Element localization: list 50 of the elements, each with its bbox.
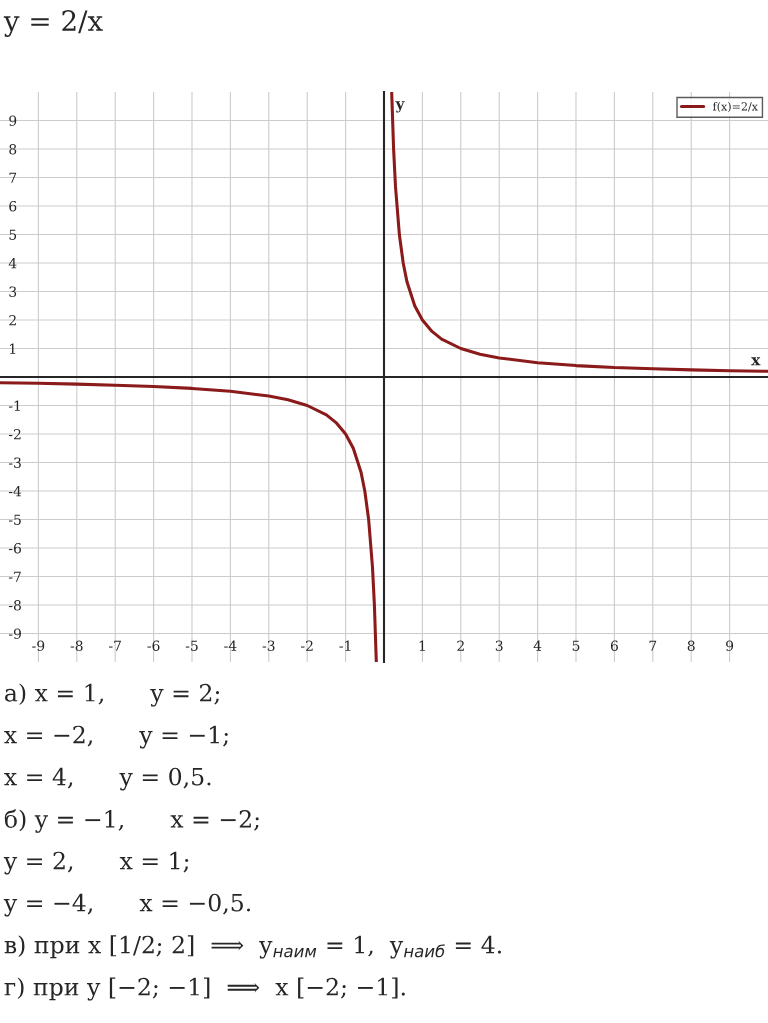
x-tick-label: 8 [687,640,695,651]
x-tick-label: -4 [224,640,237,651]
line-series [0,381,378,662]
x-tick-label: 1 [419,640,425,651]
text: y = −4, x = −0,5. [3,893,251,917]
text: г) при y [−2; −1] ⟹ x [−2; −1]. [4,977,405,1001]
x-tick-label: -1 [339,640,351,651]
y-tick-label: -2 [8,428,21,440]
x-tick-label: -2 [301,640,313,651]
x-axis-title: x [751,357,761,366]
text: в) при x [1/2; 2] ⟹ y$_{наим}$ = 1, y$_{наиб}$ = 4. [4,935,501,959]
y-tick-label: 6 [9,200,17,212]
y-tick-label: -4 [8,485,22,497]
text: y = 2, x = 1; [3,851,189,875]
y-tick-label: 5 [9,229,17,240]
y-tick-label: -8 [8,599,21,611]
x-tick-label: 2 [457,640,464,651]
x-tick-label: 3 [495,640,503,651]
text: б) y = −1, x = −2; [4,809,259,833]
y-tick-label: 3 [9,286,17,297]
text: а) x = 1, y = 2; [5,683,220,707]
legend-label: f(x)=2/x [712,102,758,113]
y-tick-label: -6 [8,542,21,554]
x-tick-label: -3 [262,640,275,651]
y-tick-label: 9 [9,115,17,126]
chart-title: y = 2/x [3,10,103,37]
y-tick-label: -9 [8,628,21,639]
x-tick-label: 5 [572,640,580,651]
y-tick-label: 2 [9,314,16,326]
text: x = 4, y = 0,5. [4,767,211,791]
x-tick-label: -9 [32,640,45,651]
y-tick-label: -1 [8,400,20,411]
y-tick-label: -7 [8,571,21,582]
x-tick-label: -7 [109,640,121,651]
y-tick-label: 7 [9,172,17,183]
y-tick-label: 4 [8,257,17,269]
y-tick-label: 1 [10,343,16,354]
text: x = −2, y = −1; [4,725,228,749]
y-tick-label: -5 [8,514,21,525]
x-tick-label: -5 [185,640,198,651]
x-tick-label: 7 [649,640,657,651]
x-tick-label: 9 [726,640,734,651]
y-tick-label: -3 [8,457,21,468]
x-tick-label: -8 [70,640,83,651]
x-tick-label: 6 [610,640,618,651]
line-series [390,92,768,373]
x-tick-label: -6 [147,640,160,651]
y-tick-label: 8 [9,143,17,155]
x-tick-label: 4 [533,640,542,651]
y-axis-title: y [395,101,405,113]
